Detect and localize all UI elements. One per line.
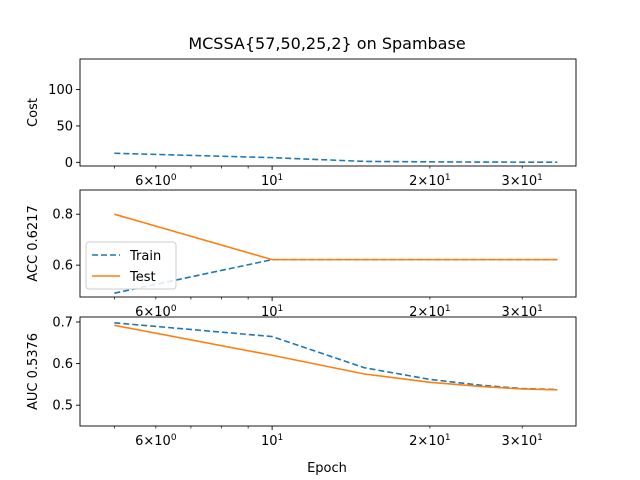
x-tick-label: 3×101 xyxy=(501,433,542,449)
x-axis-label: Epoch xyxy=(307,461,347,476)
series-test-line xyxy=(114,324,558,391)
y-tick-label: 0.8 xyxy=(52,208,73,223)
x-tick-label: 2×101 xyxy=(409,173,450,189)
y-axis-label: Cost xyxy=(26,98,41,127)
x-tick-label: 3×101 xyxy=(501,304,542,320)
plot-frame xyxy=(79,316,577,427)
chart-title: MCSSA{57,50,25,2} on Spambase xyxy=(188,34,465,53)
panel-1: 101 6×100 2×101 3×101 0 50 100 Cost xyxy=(26,58,577,189)
legend-box xyxy=(85,241,177,290)
y-tick-label: 0 xyxy=(65,156,73,171)
y-tick-label: 0.5 xyxy=(52,399,73,414)
y-tick-label: 50 xyxy=(56,119,73,134)
x-tick-label: 101 xyxy=(261,304,283,320)
panel-3: 101 6×100 2×101 3×101 0.5 0.6 0.7 AUC 0.5376 xyxy=(26,315,577,449)
y-tick-label: 0.6 xyxy=(52,357,73,372)
plot-frame xyxy=(79,58,577,167)
x-tick-label: 2×101 xyxy=(409,304,450,320)
plot-frame xyxy=(79,189,577,298)
legend-label-test: Test xyxy=(129,270,156,285)
x-tick-label: 2×101 xyxy=(409,433,450,449)
x-tick-label: 6×100 xyxy=(135,433,177,449)
y-axis-label: AUC 0.5376 xyxy=(26,333,41,410)
y-tick-label: 100 xyxy=(48,83,73,98)
series-train-line xyxy=(114,258,558,294)
y-tick-label: 0.7 xyxy=(52,315,73,330)
y-axis-label: ACC 0.6217 xyxy=(26,205,41,281)
legend-label-train: Train xyxy=(129,249,161,264)
x-tick-label: 3×101 xyxy=(501,173,542,189)
series-train-line xyxy=(114,322,558,391)
series-train-line xyxy=(114,152,558,163)
legend: Train Test xyxy=(85,241,177,290)
x-tick-label: 101 xyxy=(261,433,283,449)
x-tick-label: 6×100 xyxy=(135,173,177,189)
series-test-line xyxy=(114,213,558,261)
x-tick-label: 101 xyxy=(261,173,283,189)
y-tick-label: 0.6 xyxy=(52,259,73,274)
x-tick-label: 6×100 xyxy=(135,304,177,320)
